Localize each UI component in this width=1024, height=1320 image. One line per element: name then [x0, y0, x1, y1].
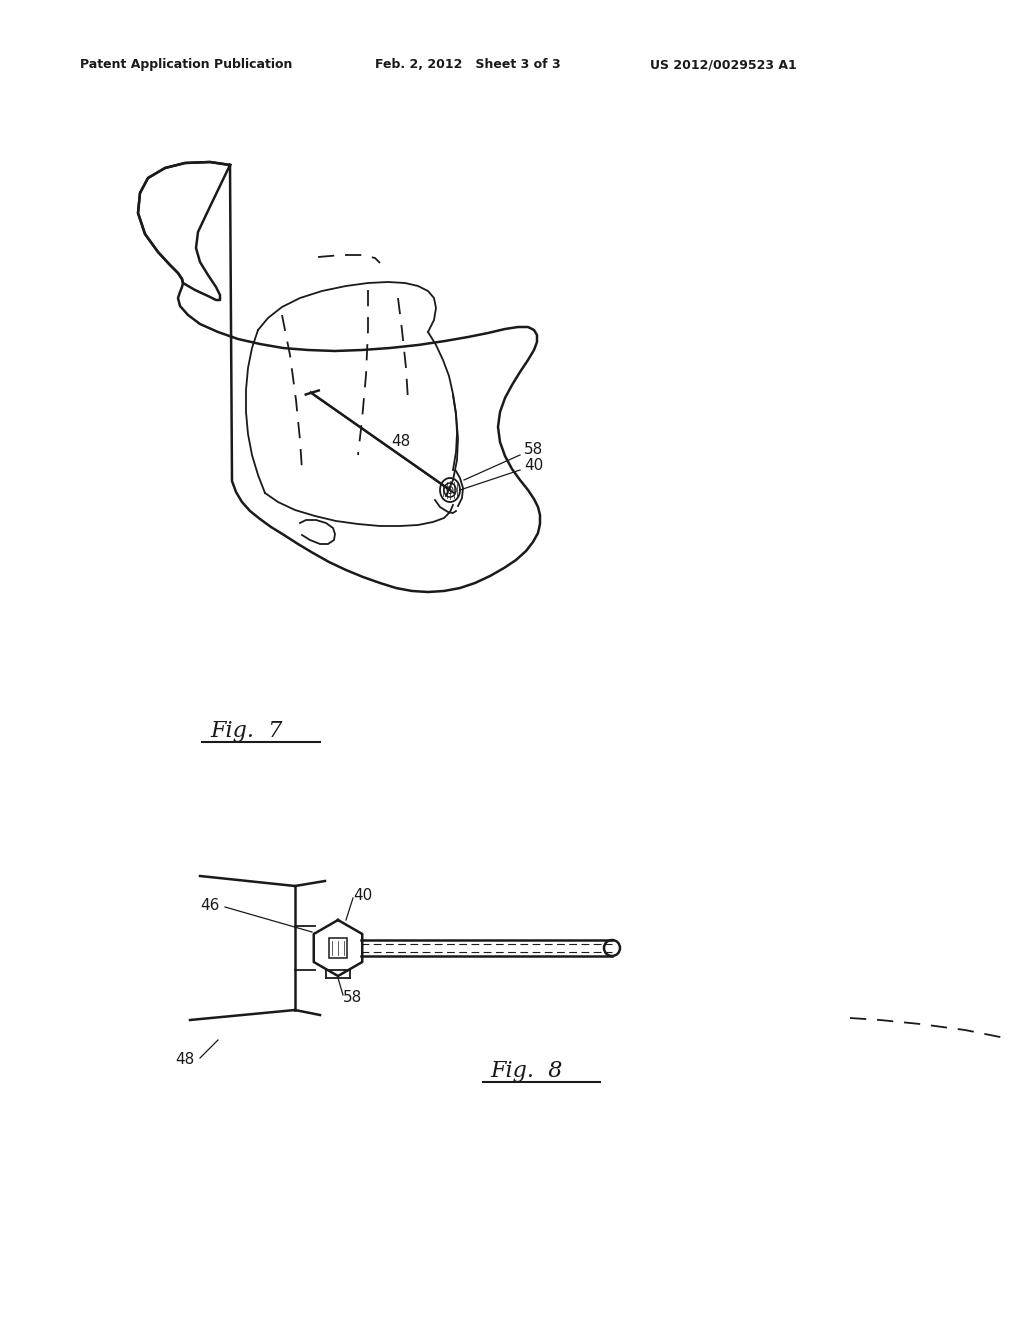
Text: 58: 58: [524, 442, 544, 458]
Text: Fig.  8: Fig. 8: [490, 1060, 562, 1082]
Text: 58: 58: [343, 990, 362, 1006]
Text: 40: 40: [353, 887, 373, 903]
Text: 46: 46: [200, 898, 219, 912]
Text: Fig.  7: Fig. 7: [210, 719, 283, 742]
Text: Patent Application Publication: Patent Application Publication: [80, 58, 293, 71]
Text: 40: 40: [524, 458, 544, 474]
Text: US 2012/0029523 A1: US 2012/0029523 A1: [650, 58, 797, 71]
Text: 48: 48: [175, 1052, 195, 1068]
Bar: [329, 939, 347, 958]
Text: Feb. 2, 2012   Sheet 3 of 3: Feb. 2, 2012 Sheet 3 of 3: [375, 58, 560, 71]
Text: 48: 48: [391, 434, 411, 449]
